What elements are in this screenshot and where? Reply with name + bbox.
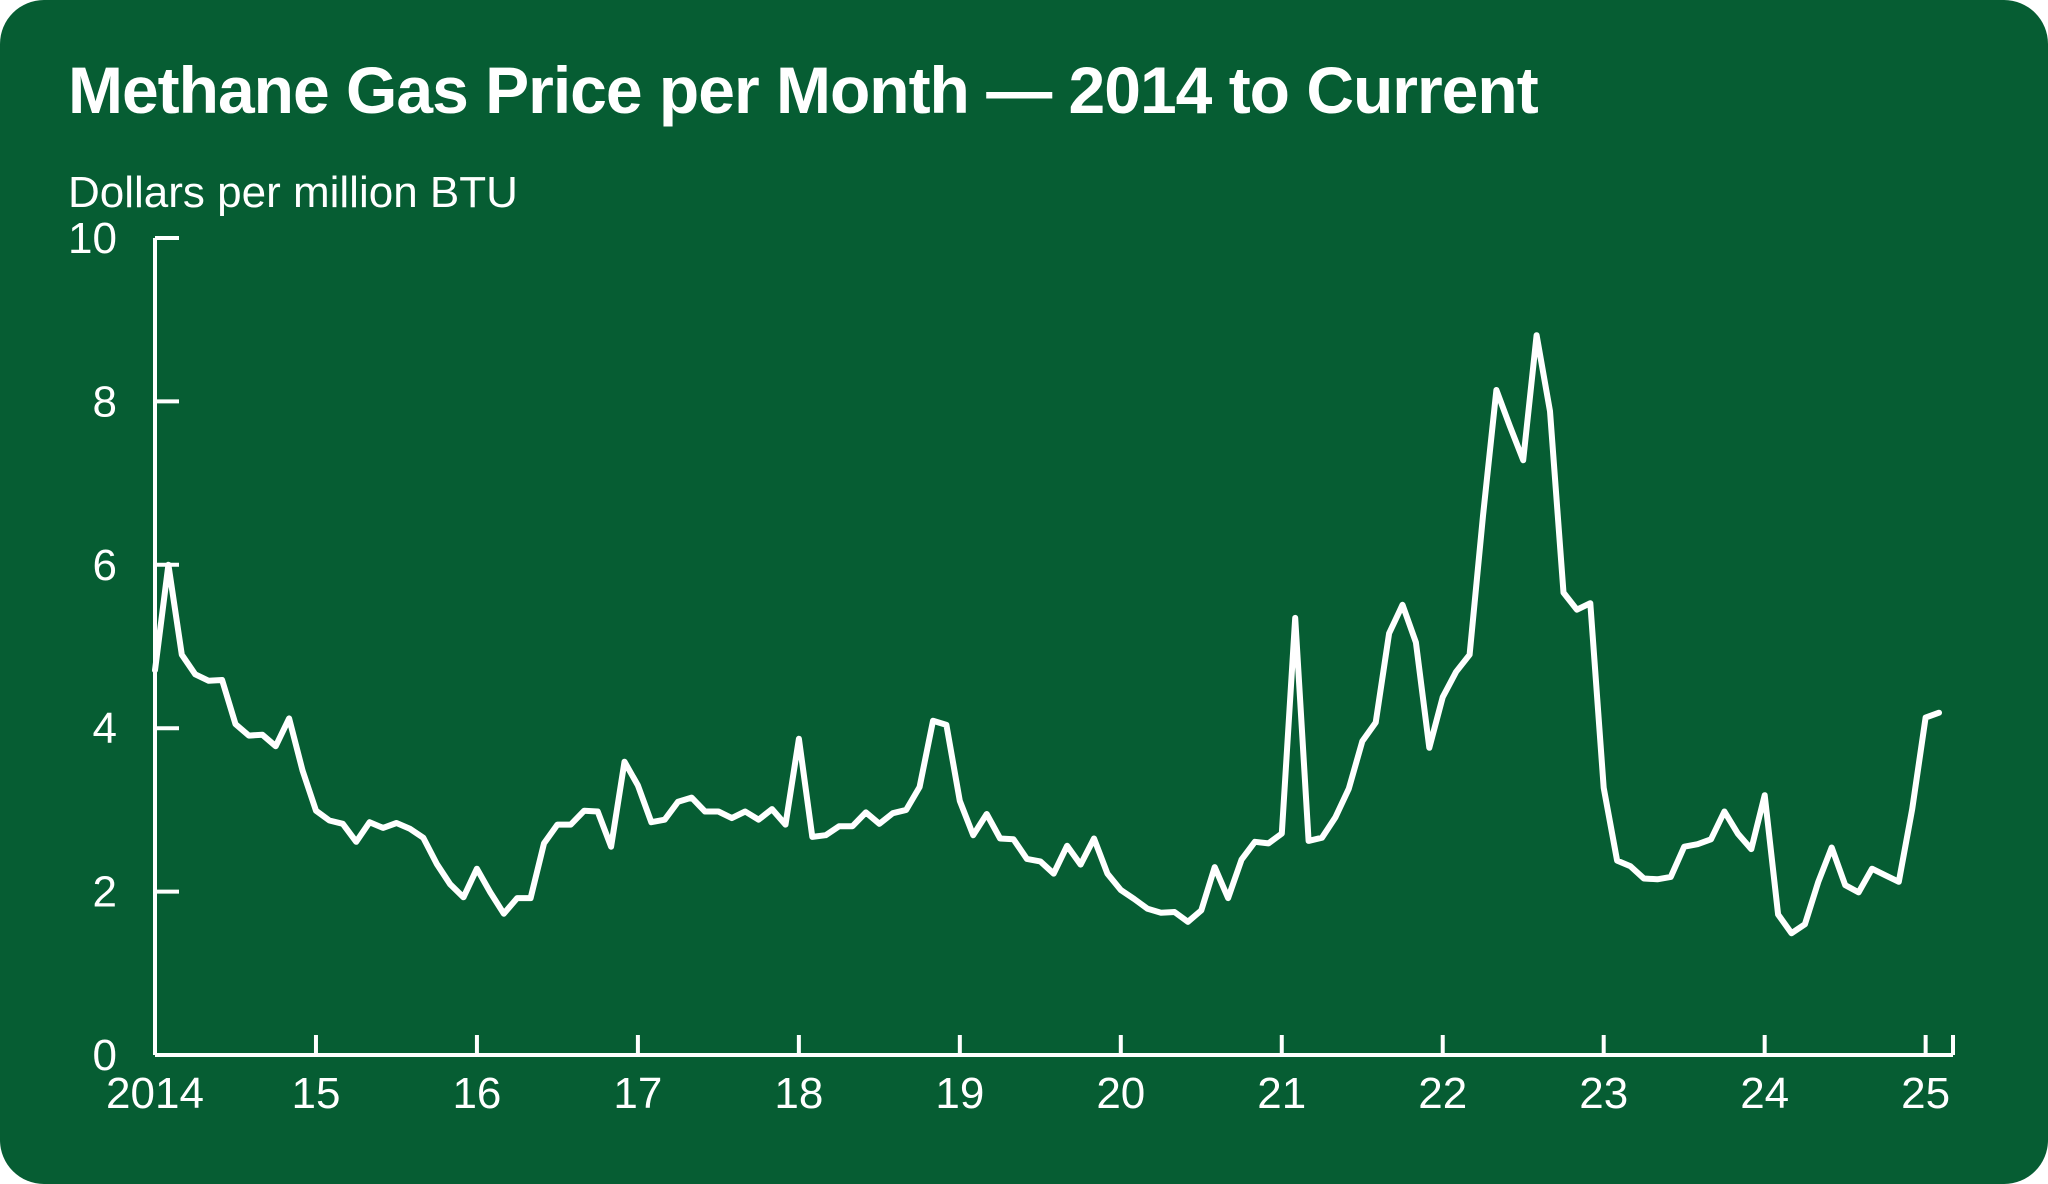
series-layer: [152, 332, 1942, 937]
x-tick-label-18: 18: [774, 1069, 823, 1118]
x-tick-label-21: 21: [1257, 1069, 1306, 1118]
x-tick-label-16: 16: [452, 1069, 501, 1118]
x-tick-label-17: 17: [613, 1069, 662, 1118]
y-tick-label-10: 10: [68, 214, 117, 263]
x-tick-label-19: 19: [935, 1069, 984, 1118]
y-tick-label-0: 0: [93, 1031, 117, 1080]
x-tick-label-2014: 2014: [106, 1069, 204, 1118]
y-tick-label-8: 8: [93, 377, 117, 426]
axes: [153, 238, 1953, 1057]
chart-title: Methane Gas Price per Month — 2014 to Cu…: [68, 53, 1539, 127]
price-series-line: [152, 332, 1942, 937]
x-tick-label-15: 15: [291, 1069, 340, 1118]
tick-marks: [153, 236, 1955, 1057]
y-tick-label-4: 4: [93, 704, 117, 753]
x-tick-label-20: 20: [1096, 1069, 1145, 1118]
y-tick-label-6: 6: [93, 541, 117, 590]
x-tick-label-25: 25: [1901, 1069, 1950, 1118]
x-tick-label-24: 24: [1740, 1069, 1789, 1118]
y-tick-label-2: 2: [93, 868, 117, 917]
x-tick-label-22: 22: [1418, 1069, 1467, 1118]
y-axis-label: Dollars per million BTU: [68, 168, 518, 217]
x-tick-label-23: 23: [1579, 1069, 1628, 1118]
